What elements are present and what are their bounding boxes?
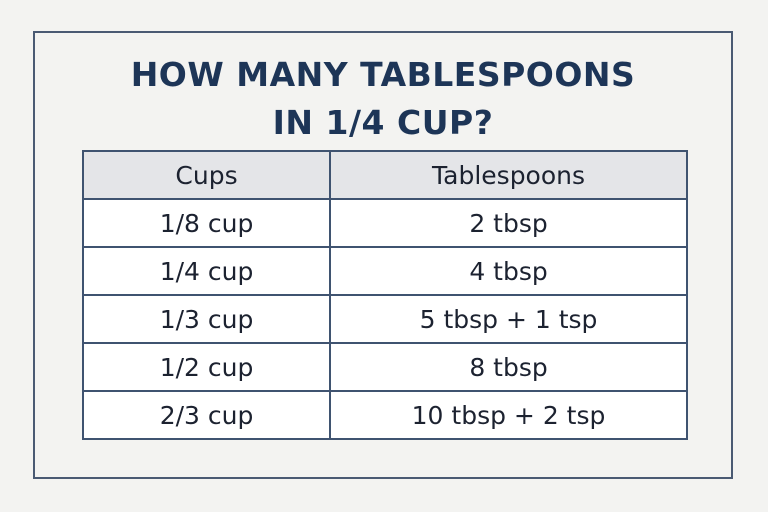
column-header-tablespoons: Tablespoons xyxy=(329,150,688,200)
conversion-table: Cups Tablespoons 1/8 cup 2 tbsp 1/4 cup … xyxy=(81,150,688,440)
title-line-1: HOW MANY TABLESPOONS xyxy=(130,55,636,94)
cups-cell: 1/3 cup xyxy=(81,294,332,344)
cups-cell: 1/4 cup xyxy=(81,246,332,296)
tablespoons-cell: 4 tbsp xyxy=(329,246,688,296)
table-row: 1/3 cup 5 tbsp + 1 tsp xyxy=(81,294,688,344)
title-line-2: IN 1/4 CUP? xyxy=(272,103,494,142)
column-header-cups: Cups xyxy=(81,150,332,200)
tablespoons-cell: 10 tbsp + 2 tsp xyxy=(329,390,688,440)
table-row: 2/3 cup 10 tbsp + 2 tsp xyxy=(81,390,688,440)
table-row: 1/4 cup 4 tbsp xyxy=(81,246,688,296)
cups-cell: 1/8 cup xyxy=(81,198,332,248)
page-title: HOW MANY TABLESPOONS IN 1/4 CUP? xyxy=(35,51,731,147)
cups-cell: 2/3 cup xyxy=(81,390,332,440)
table-row: 1/8 cup 2 tbsp xyxy=(81,198,688,248)
table-row: 1/2 cup 8 tbsp xyxy=(81,342,688,392)
infographic-card: HOW MANY TABLESPOONS IN 1/4 CUP? Cups Ta… xyxy=(33,31,733,479)
tablespoons-cell: 2 tbsp xyxy=(329,198,688,248)
tablespoons-cell: 5 tbsp + 1 tsp xyxy=(329,294,688,344)
table-header-row: Cups Tablespoons xyxy=(81,150,688,200)
cups-cell: 1/2 cup xyxy=(81,342,332,392)
tablespoons-cell: 8 tbsp xyxy=(329,342,688,392)
